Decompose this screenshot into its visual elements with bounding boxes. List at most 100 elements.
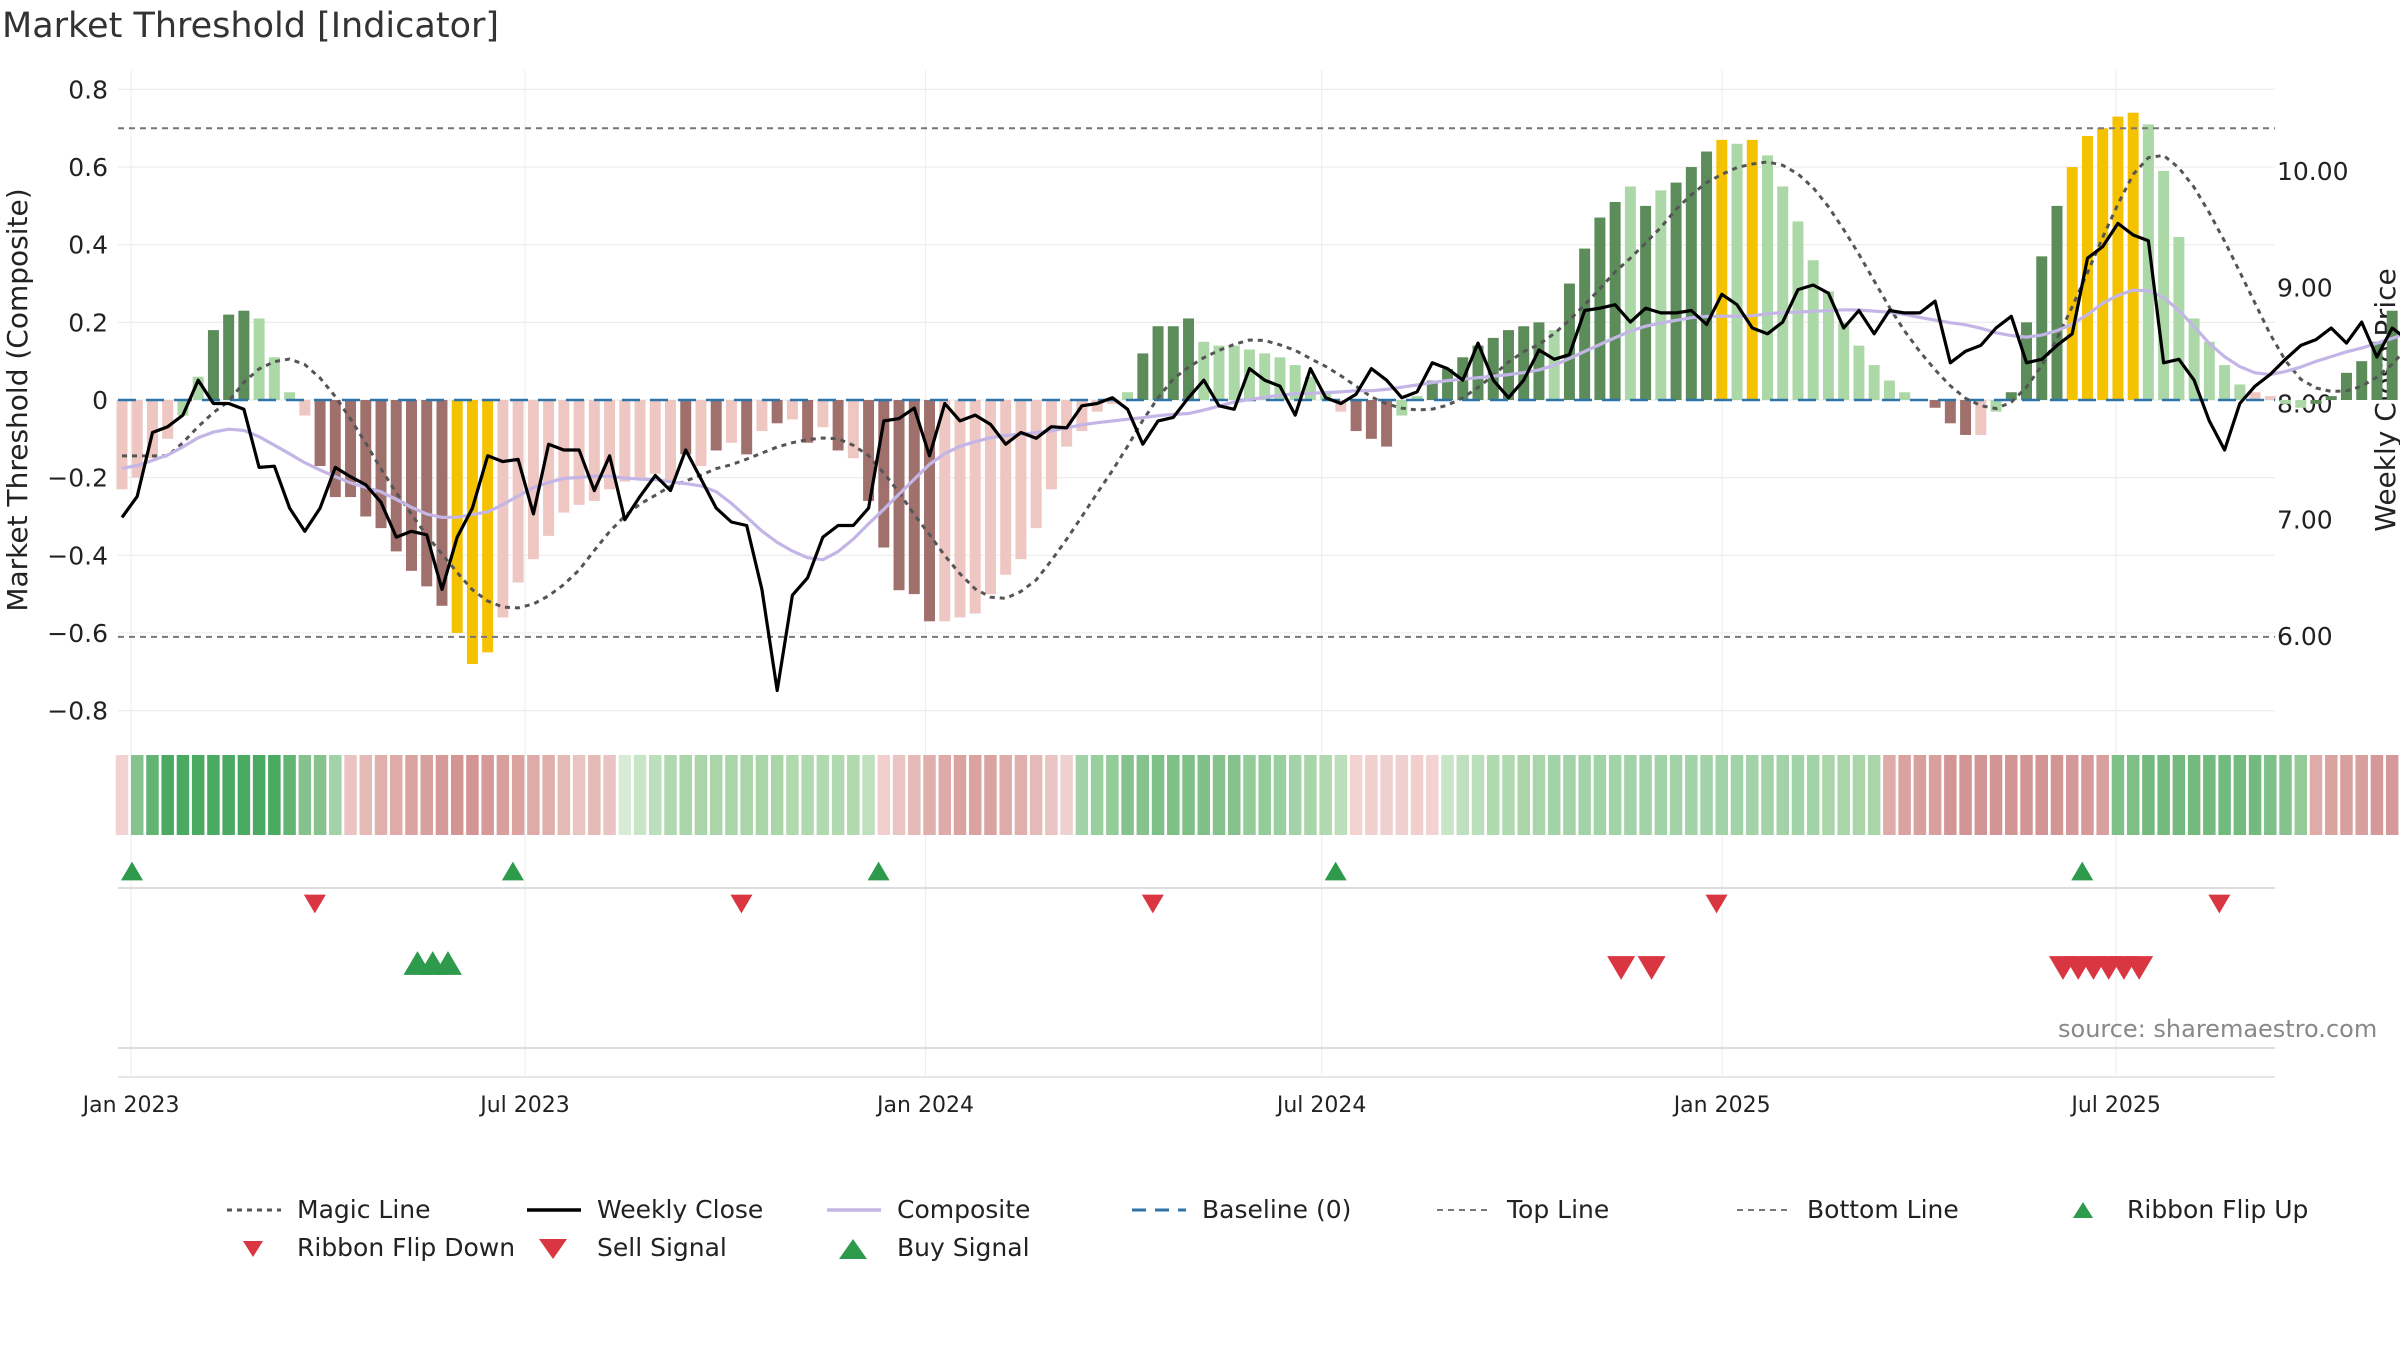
ribbon-segment: [725, 755, 738, 835]
composite-bar: [1426, 380, 1438, 400]
composite-bar: [390, 400, 402, 552]
ribbon-segment: [1852, 755, 1866, 835]
ribbon-segment: [1913, 755, 1927, 835]
composite-bar: [1670, 182, 1682, 400]
legend-item-top: Top Line: [1435, 1195, 1609, 1224]
composite-bar: [329, 400, 341, 498]
legend-item-bottom: Bottom Line: [1735, 1195, 1959, 1224]
ribbon-segment: [649, 755, 662, 835]
composite-bar: [1960, 400, 1972, 435]
ribbon-segment: [1776, 755, 1789, 835]
ribbon-segment: [1045, 755, 1058, 835]
ribbon-segment: [557, 755, 571, 835]
composite-bar: [1990, 400, 2002, 412]
ribbon-segment: [1304, 755, 1317, 835]
ribbon-segment: [1700, 755, 1713, 835]
ribbon-segment: [1106, 755, 1119, 835]
ribbon-segment: [2081, 755, 2094, 835]
ribbon-segment: [1395, 755, 1409, 835]
ribbon-segment: [1517, 755, 1530, 835]
legend-label: Top Line: [1507, 1195, 1610, 1224]
legend: Magic Line Weekly Close Composite Baseline …: [225, 1195, 2385, 1295]
composite-bar: [1609, 202, 1621, 400]
composite-bar: [1929, 400, 1941, 408]
ribbon-segment: [2233, 755, 2247, 835]
x-tick-label: Jan 2025: [1672, 1093, 1771, 1118]
ribbon-segment: [450, 755, 464, 835]
composite-bar: [1624, 186, 1636, 400]
composite-bar: [680, 400, 692, 455]
composite-bar: [2325, 396, 2337, 400]
ribbon-segment: [1730, 755, 1744, 835]
ribbon-segment: [329, 755, 342, 835]
dotted-line-icon: [227, 1208, 281, 1211]
composite-bar: [466, 400, 478, 664]
composite-bar: [1868, 365, 1880, 400]
x-tick-labels: Jan 2023 Jul 2023 Jan 2024 Jul 2024 Jan 2025…: [81, 1093, 2161, 1118]
ribbon-segment: [2157, 755, 2170, 835]
composite-bar: [527, 400, 539, 560]
ribbon-segment: [968, 755, 982, 835]
ribbon-segment: [2187, 755, 2201, 835]
composite-bar: [1731, 143, 1743, 400]
triangle-down-red-large-icon: [539, 1238, 567, 1259]
ribbon-segment: [2355, 755, 2368, 835]
composite-bar: [1518, 326, 1530, 400]
ribbon-segment: [2142, 755, 2155, 835]
composite-bar: [847, 400, 859, 459]
ribbon-segment: [2203, 755, 2216, 835]
composite-bar: [1167, 326, 1179, 400]
composite-bar: [1716, 139, 1728, 400]
y-tick-labels: 0.8 0.6 0.4 0.2 0 −0.2 −0.4 −0.6 −0.8: [47, 75, 108, 725]
composite-bar: [497, 400, 509, 618]
ribbon-segment: [572, 755, 586, 835]
composite-bar: [1381, 400, 1393, 447]
ribbon-segment: [1806, 755, 1820, 835]
composite-bar: [924, 400, 935, 622]
buy-signal-marker: [433, 951, 462, 975]
legend-label: Composite: [897, 1195, 1031, 1224]
composite-bar: [2173, 236, 2185, 400]
x-tick-label: Jul 2023: [478, 1093, 570, 1118]
triangle-up-green-icon: [2073, 1201, 2093, 1218]
ribbon-segment: [1547, 755, 1561, 835]
composite-bar: [2386, 310, 2398, 400]
ribbon-segment: [923, 755, 936, 835]
composite-bar: [1304, 376, 1316, 400]
ribbon-segment: [283, 755, 296, 835]
composite-bar: [954, 400, 966, 618]
legend-item-flipdown: Ribbon Flip Down: [225, 1233, 515, 1262]
ribbon-segment: [694, 755, 708, 835]
y-tick-label: −0.8: [47, 697, 108, 726]
composite-bar: [2051, 205, 2063, 400]
triangle-down-red-icon: [243, 1240, 263, 1257]
ribbon-segment: [1715, 755, 1729, 835]
composite-bar: [2188, 318, 2200, 400]
ribbon-segment: [1258, 755, 1271, 835]
y2-tick-label: 7.00: [2277, 506, 2333, 535]
composite-bar: [588, 400, 600, 501]
composite-bar: [268, 357, 280, 400]
ribbon-segment: [1334, 755, 1348, 835]
composite-bar: [1091, 400, 1103, 412]
ribbon-segment: [466, 755, 479, 835]
composite-bar: [2036, 256, 2048, 400]
ribbon-segment: [1212, 755, 1226, 835]
ribbon-segment: [2096, 755, 2109, 835]
composite-bar: [2005, 392, 2017, 400]
ribbon-flip-up-marker: [1324, 861, 1347, 881]
composite-bar: [939, 400, 951, 622]
composite-bar: [238, 310, 250, 400]
ribbon-segment: [390, 755, 403, 835]
composite-bar: [284, 392, 296, 400]
legend-label: Bottom Line: [1807, 1195, 1959, 1224]
ribbon-segment: [298, 755, 312, 835]
composite-bar: [2203, 341, 2215, 400]
composite-bar: [969, 400, 981, 614]
ribbon-segment: [1502, 755, 1515, 835]
composite-bar: [1198, 341, 1210, 400]
ribbon-segment: [1410, 755, 1424, 835]
ribbon-segment: [1944, 755, 1957, 835]
ribbon-segment: [176, 755, 190, 835]
composite-bar: [2340, 372, 2352, 400]
